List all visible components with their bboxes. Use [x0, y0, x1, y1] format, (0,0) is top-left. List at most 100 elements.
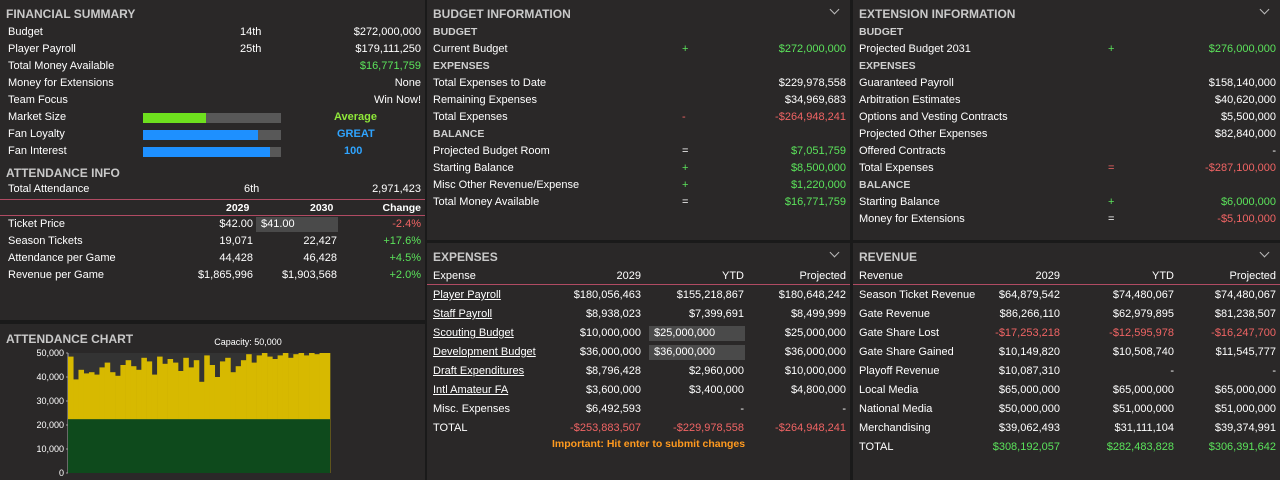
budget-input[interactable]: $25,000,000: [649, 326, 745, 341]
info-row: Offered Contracts -: [853, 143, 1280, 160]
chevron-down-icon[interactable]: [1260, 6, 1270, 16]
row-label[interactable]: Intl Amateur FA: [433, 384, 509, 396]
info-row: Projected Budget 2031 + $276,000,000: [853, 41, 1280, 58]
chevron-down-icon[interactable]: [830, 249, 840, 259]
table-row: TOTAL $308,192,057 $282,483,828 $306,391,64…: [853, 438, 1280, 455]
table-row: Development Budget $36,000,000 $36,000,000…: [427, 343, 850, 362]
row-label: Total Money Available: [8, 60, 115, 72]
table-row: Intl Amateur FA $3,600,000 $3,400,000 $4,80…: [427, 381, 850, 400]
subheader-label: BALANCE: [433, 128, 485, 140]
row-label: Money for Extensions: [859, 213, 965, 225]
table-row: Misc. Expenses $6,492,593 - -: [427, 400, 850, 419]
row-label[interactable]: Player Payroll: [433, 289, 501, 301]
value-projected: $36,000,000: [784, 346, 846, 358]
attendance-bar: [303, 355, 310, 473]
row-label: Projected Budget 2031: [859, 43, 971, 55]
value-2029: $6,492,593: [585, 403, 641, 415]
row-sign: +: [1108, 196, 1115, 208]
row-value: $6,000,000: [1220, 196, 1276, 208]
row-label: Market Size: [8, 111, 67, 123]
meter-row: Fan Interest 100: [0, 143, 425, 160]
section-subheader: BUDGET: [853, 24, 1280, 41]
financial-panel: FINANCIAL SUMMARY Budget 14th $272,000,000…: [0, 0, 425, 320]
attendance-bar: [104, 362, 111, 473]
info-row: Total Money Available = $16,771,759: [427, 194, 850, 211]
change-value: +17.6%: [383, 235, 421, 247]
ticket-price-input[interactable]: $41.00: [256, 217, 338, 232]
meter-value: GREAT: [337, 128, 375, 140]
attendance-bar: [225, 357, 231, 473]
meter-row: Fan Loyalty GREAT: [0, 126, 425, 143]
meter-fill: [143, 130, 258, 140]
expenses-panel: EXPENSES Expense 2029 YTD Projected Player P…: [427, 243, 850, 480]
info-row: Money for Extensions = -$5,100,000: [853, 211, 1280, 228]
row-label: National Media: [859, 403, 933, 415]
row-sign: +: [682, 43, 689, 55]
row-label[interactable]: Staff Payroll: [433, 308, 493, 320]
section-subheader: BALANCE: [853, 177, 1280, 194]
header-2029: 2029: [1035, 270, 1060, 282]
attendance-bar: [125, 360, 132, 473]
row-value: -: [1272, 145, 1276, 157]
row-label: Arbitration Estimates: [859, 94, 961, 106]
value-2029: $10,000,000: [579, 327, 641, 339]
financial-row: Money for Extensions None: [0, 75, 425, 92]
value-2029: $42.00: [219, 218, 253, 230]
budget-input[interactable]: $36,000,000: [649, 345, 745, 360]
attendance-bar: [267, 356, 273, 473]
attendance-row: Season Tickets 19,071 22,427 +17.6%: [0, 233, 425, 250]
row-label: Guaranteed Payroll: [859, 77, 954, 89]
value-projected: -$264,948,241: [775, 422, 846, 434]
value-2029: $8,796,428: [585, 365, 641, 377]
value-projected: $10,000,000: [784, 365, 846, 377]
y-tick-label: 50,000: [36, 348, 64, 358]
capacity-label: Capacity: 50,000: [214, 337, 282, 347]
row-label: Revenue per Game: [8, 269, 104, 281]
financial-row: Team Focus Win Now!: [0, 92, 425, 109]
row-label: Ticket Price: [8, 218, 66, 230]
attendance-bar: [209, 365, 216, 473]
info-row: Starting Balance + $6,000,000: [853, 194, 1280, 211]
value-ytd: -$12,595,978: [1109, 327, 1174, 339]
row-label: TOTAL: [433, 422, 468, 434]
value-projected: -: [842, 403, 846, 415]
info-row: Guaranteed Payroll $158,140,000: [853, 75, 1280, 92]
value-2030: 22,427: [303, 235, 337, 247]
table-header-row: Expense 2029 YTD Projected: [427, 268, 850, 285]
attendance-bar: [319, 353, 326, 473]
extension-panel: EXTENSION INFORMATION BUDGET Projected Bu…: [853, 0, 1280, 240]
section-subheader: EXPENSES: [427, 58, 850, 75]
row-label: Fan Interest: [8, 145, 67, 157]
row-sign: =: [682, 196, 689, 208]
table-row: Merchandising $39,062,493 $31,111,104 $39,3…: [853, 419, 1280, 436]
row-label: Attendance per Game: [8, 252, 116, 264]
value-2029: $3,600,000: [585, 384, 641, 396]
row-label[interactable]: Scouting Budget: [433, 327, 514, 339]
info-row: Options and Vesting Contracts $5,500,000: [853, 109, 1280, 126]
info-row: Arbitration Estimates $40,620,000: [853, 92, 1280, 109]
row-value: $7,051,759: [790, 145, 846, 157]
table-row: Gate Share Gained $10,149,820 $10,508,740 $…: [853, 343, 1280, 360]
attendance-row: Attendance per Game 44,428 46,428 +4.5%: [0, 250, 425, 267]
chevron-down-icon[interactable]: [830, 6, 840, 16]
table-row: TOTAL -$253,883,507 -$229,978,558 -$264,948…: [427, 419, 850, 438]
value-ytd: $282,483,828: [1106, 441, 1174, 453]
attendance-bar: [277, 355, 284, 473]
y-tick-label: 0: [59, 468, 64, 478]
row-value: $8,500,000: [790, 162, 846, 174]
info-row: Total Expenses to Date $229,978,558: [427, 75, 850, 92]
table-row: National Media $50,000,000 $51,000,000 $51,…: [853, 400, 1280, 417]
meter-value: 100: [344, 145, 363, 157]
y-tick-label: 10,000: [36, 444, 64, 454]
value-ytd: $3,400,000: [688, 384, 744, 396]
attendance-bar: [193, 360, 200, 473]
change-value: +2.0%: [389, 269, 422, 281]
chevron-down-icon[interactable]: [1260, 249, 1270, 259]
financial-title: FINANCIAL SUMMARY: [6, 7, 136, 21]
table-row: Gate Revenue $86,266,110 $62,979,895 $81,23…: [853, 305, 1280, 322]
value-2029: $1,865,996: [197, 269, 253, 281]
attendance-bar: [293, 354, 299, 473]
row-label[interactable]: Development Budget: [433, 346, 536, 358]
row-label[interactable]: Draft Expenditures: [433, 365, 525, 377]
value-2029: $64,879,542: [998, 289, 1060, 301]
